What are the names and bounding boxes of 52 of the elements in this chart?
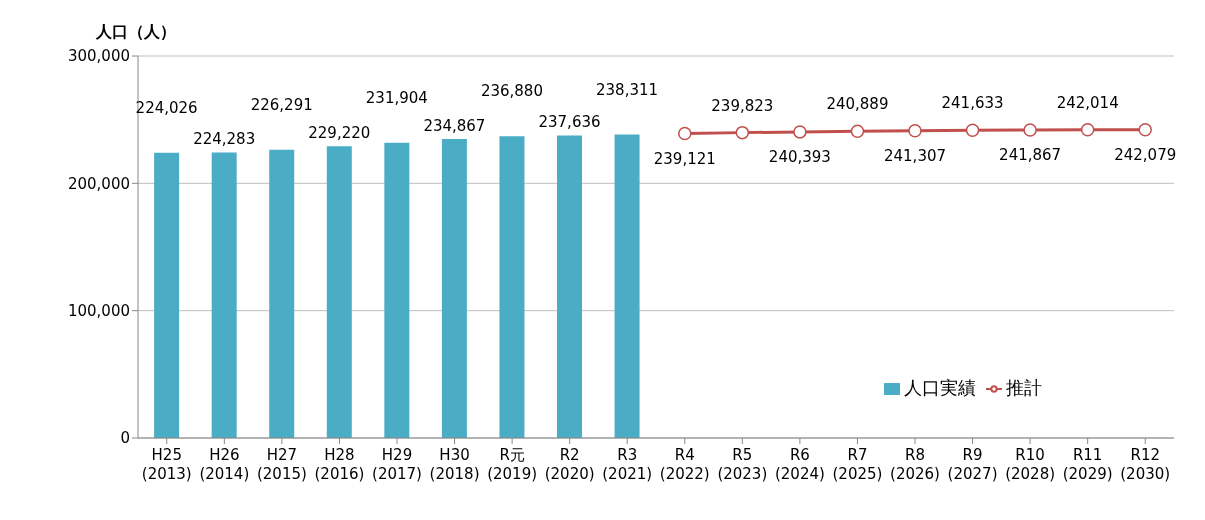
data-label: 226,291 bbox=[250, 95, 313, 114]
bar bbox=[211, 152, 237, 438]
x-tick-label: R3 (2021) bbox=[602, 446, 653, 483]
y-tick-label: 0 bbox=[120, 429, 130, 448]
data-label: 240,393 bbox=[768, 147, 831, 166]
x-tick-label: H26 (2014) bbox=[199, 446, 250, 483]
bar bbox=[557, 135, 582, 438]
x-tick-label: H29 (2017) bbox=[372, 446, 422, 483]
data-label: 224,026 bbox=[135, 98, 198, 117]
data-label: 239,121 bbox=[653, 149, 716, 168]
data-label: 229,220 bbox=[308, 124, 371, 143]
data-label: 239,823 bbox=[711, 96, 774, 115]
x-tick-label: R8 (2026) bbox=[890, 446, 940, 483]
bar bbox=[154, 152, 180, 438]
data-label: 241,867 bbox=[999, 146, 1062, 165]
x-tick-label: R5 (2023) bbox=[717, 446, 768, 483]
x-tick-label: H28 (2016) bbox=[314, 446, 365, 483]
x-tick-label: R11 (2029) bbox=[1062, 446, 1113, 483]
y-tick-label: 300,000 bbox=[67, 47, 130, 66]
x-tick-label: R6 (2024) bbox=[774, 446, 825, 483]
x-tick-label: R12 (2030) bbox=[1120, 446, 1171, 483]
y-axis-title: 人口（人） bbox=[96, 22, 176, 43]
bar bbox=[326, 146, 352, 438]
y-tick-label: 100,000 bbox=[67, 301, 130, 320]
data-label: 236,880 bbox=[480, 82, 543, 101]
x-tick-label: H27 (2015) bbox=[256, 446, 307, 483]
bar bbox=[441, 138, 467, 438]
data-label: 238,311 bbox=[596, 80, 659, 99]
data-label: 241,633 bbox=[941, 94, 1004, 113]
bar bbox=[384, 142, 410, 438]
legend-label: 推計 bbox=[1006, 377, 1042, 398]
bar bbox=[614, 134, 640, 438]
x-tick-label: R2 (2020) bbox=[544, 446, 595, 483]
data-label: 240,889 bbox=[826, 95, 889, 114]
bar bbox=[499, 136, 525, 438]
legend-label: 人口実績 bbox=[904, 377, 976, 398]
y-tick-label: 200,000 bbox=[67, 174, 130, 193]
x-tick-label: R元 (2019) bbox=[487, 446, 538, 483]
data-label: 224,283 bbox=[193, 130, 256, 149]
data-label: 234,867 bbox=[423, 116, 486, 135]
data-label: 242,014 bbox=[1056, 93, 1119, 112]
data-label: 242,079 bbox=[1114, 145, 1177, 164]
x-tick-label: R4 (2022) bbox=[659, 446, 710, 483]
x-tick-label: H25 (2013) bbox=[141, 446, 192, 483]
data-label: 231,904 bbox=[365, 88, 428, 107]
bar bbox=[269, 149, 295, 438]
data-label: 237,636 bbox=[538, 113, 601, 132]
x-tick-label: H30 (2018) bbox=[429, 446, 480, 483]
x-tick-label: R9 (2027) bbox=[947, 446, 998, 483]
x-tick-label: R7 (2025) bbox=[832, 446, 883, 483]
x-tick-label: R10 (2028) bbox=[1005, 446, 1056, 483]
data-label: 241,307 bbox=[883, 146, 947, 165]
